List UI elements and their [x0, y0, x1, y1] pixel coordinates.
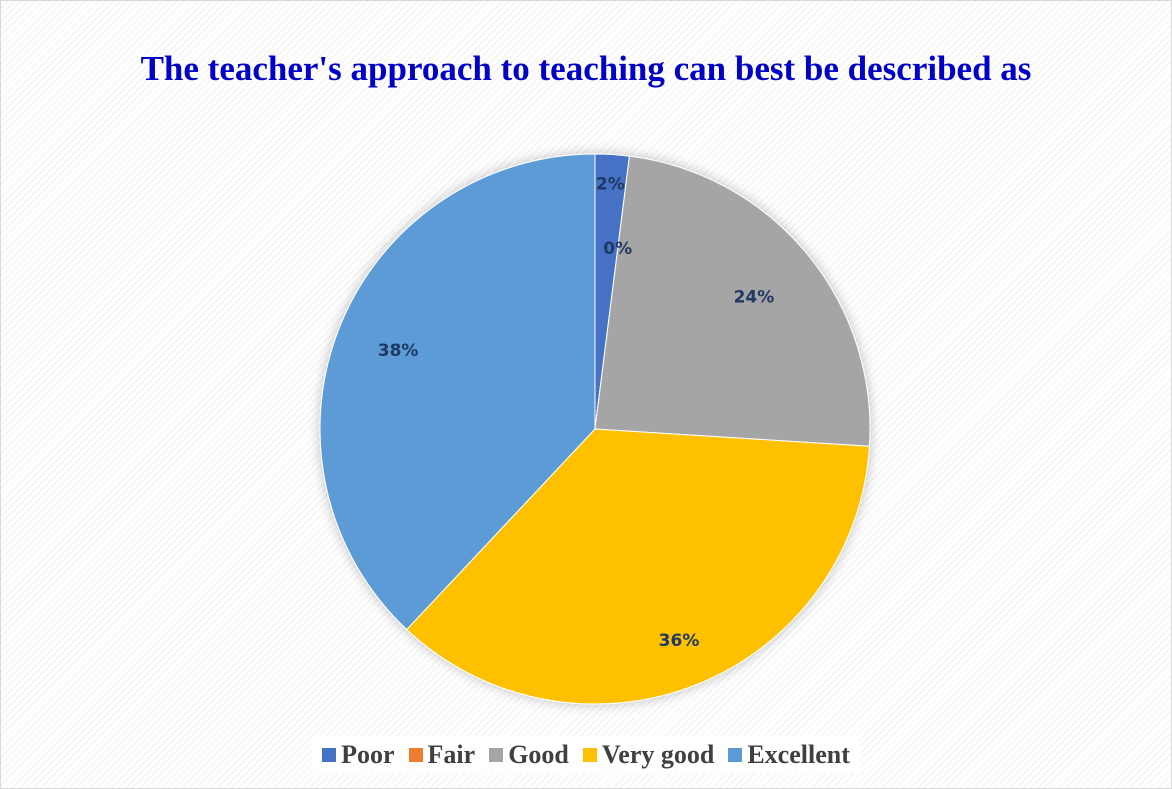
legend-label: Good: [508, 740, 569, 769]
data-label: 24%: [734, 288, 775, 308]
pie-slice: [406, 428, 870, 705]
legend: Poor Fair Good Very good Excellent: [0, 736, 1172, 774]
legend-label: Very good: [601, 740, 715, 769]
legend-label: Poor: [341, 740, 395, 769]
legend-swatch: [728, 748, 743, 762]
pie-slice: [319, 153, 596, 631]
data-label: 2%: [596, 175, 625, 195]
data-label: 36%: [659, 631, 700, 651]
legend-item: Poor: [322, 740, 395, 770]
legend-item: Excellent: [728, 740, 850, 770]
data-labels: 2% 0% 24% 36% 38%: [378, 175, 775, 651]
data-label: 0%: [603, 239, 632, 259]
legend-swatch: [408, 748, 423, 762]
legend-item: Fair: [408, 740, 476, 770]
legend-item: Good: [489, 740, 569, 770]
pie: [319, 153, 871, 705]
pie-slice: [594, 155, 871, 447]
legend-swatch: [489, 748, 504, 762]
data-label: 38%: [378, 341, 419, 361]
legend-box: Poor Fair Good Very good Excellent: [312, 736, 860, 774]
legend-label: Fair: [427, 740, 476, 769]
chart-title: The teacher's approach to teaching can b…: [140, 49, 1032, 88]
legend-swatch: [322, 748, 337, 762]
legend-swatch: [582, 748, 597, 762]
legend-label: Excellent: [747, 740, 850, 769]
legend-item: Very good: [582, 740, 715, 770]
